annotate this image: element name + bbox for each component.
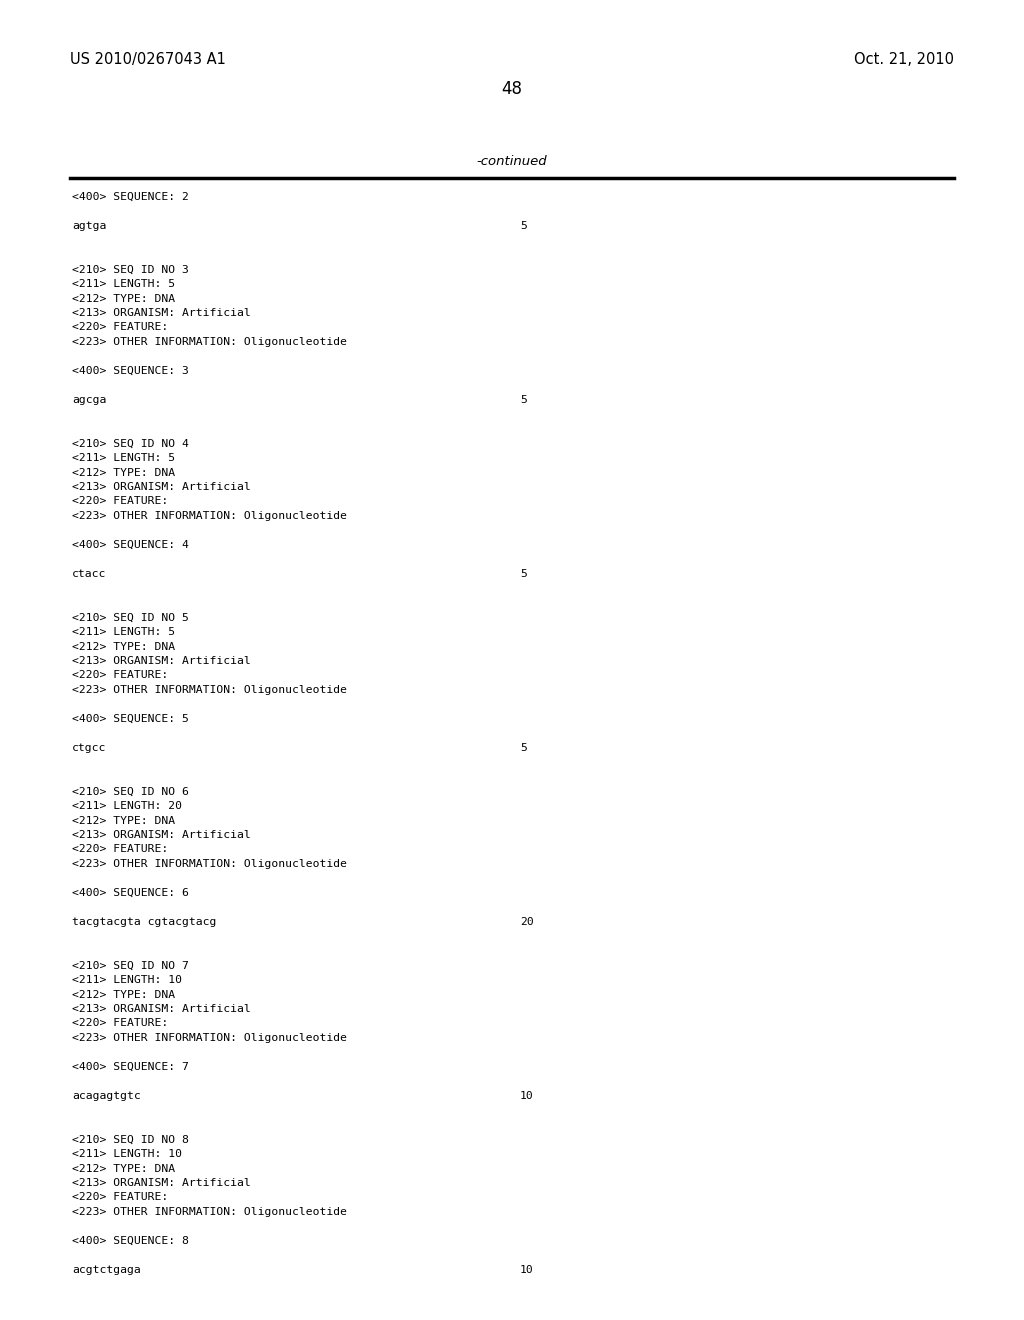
Text: <213> ORGANISM: Artificial: <213> ORGANISM: Artificial bbox=[72, 1005, 251, 1014]
Text: <211> LENGTH: 5: <211> LENGTH: 5 bbox=[72, 279, 175, 289]
Text: <223> OTHER INFORMATION: Oligonucleotide: <223> OTHER INFORMATION: Oligonucleotide bbox=[72, 859, 347, 869]
Text: <400> SEQUENCE: 4: <400> SEQUENCE: 4 bbox=[72, 540, 188, 550]
Text: <400> SEQUENCE: 3: <400> SEQUENCE: 3 bbox=[72, 366, 188, 376]
Text: Oct. 21, 2010: Oct. 21, 2010 bbox=[854, 51, 954, 67]
Text: <400> SEQUENCE: 6: <400> SEQUENCE: 6 bbox=[72, 888, 188, 898]
Text: <220> FEATURE:: <220> FEATURE: bbox=[72, 322, 168, 333]
Text: <210> SEQ ID NO 4: <210> SEQ ID NO 4 bbox=[72, 438, 188, 449]
Text: <211> LENGTH: 5: <211> LENGTH: 5 bbox=[72, 627, 175, 638]
Text: tacgtacgta cgtacgtacg: tacgtacgta cgtacgtacg bbox=[72, 917, 216, 927]
Text: <210> SEQ ID NO 6: <210> SEQ ID NO 6 bbox=[72, 787, 188, 796]
Text: <210> SEQ ID NO 5: <210> SEQ ID NO 5 bbox=[72, 612, 188, 623]
Text: <213> ORGANISM: Artificial: <213> ORGANISM: Artificial bbox=[72, 1177, 251, 1188]
Text: <223> OTHER INFORMATION: Oligonucleotide: <223> OTHER INFORMATION: Oligonucleotide bbox=[72, 685, 347, 696]
Text: <400> SEQUENCE: 7: <400> SEQUENCE: 7 bbox=[72, 1063, 188, 1072]
Text: acgtctgaga: acgtctgaga bbox=[72, 1265, 140, 1275]
Text: <211> LENGTH: 10: <211> LENGTH: 10 bbox=[72, 1148, 182, 1159]
Text: 10: 10 bbox=[520, 1092, 534, 1101]
Text: <210> SEQ ID NO 3: <210> SEQ ID NO 3 bbox=[72, 264, 188, 275]
Text: <400> SEQUENCE: 8: <400> SEQUENCE: 8 bbox=[72, 1236, 188, 1246]
Text: <400> SEQUENCE: 5: <400> SEQUENCE: 5 bbox=[72, 714, 188, 723]
Text: <220> FEATURE:: <220> FEATURE: bbox=[72, 671, 168, 681]
Text: <212> TYPE: DNA: <212> TYPE: DNA bbox=[72, 467, 175, 478]
Text: 20: 20 bbox=[520, 917, 534, 927]
Text: <212> TYPE: DNA: <212> TYPE: DNA bbox=[72, 293, 175, 304]
Text: agcga: agcga bbox=[72, 395, 106, 405]
Text: <223> OTHER INFORMATION: Oligonucleotide: <223> OTHER INFORMATION: Oligonucleotide bbox=[72, 337, 347, 347]
Text: <212> TYPE: DNA: <212> TYPE: DNA bbox=[72, 642, 175, 652]
Text: <211> LENGTH: 10: <211> LENGTH: 10 bbox=[72, 975, 182, 985]
Text: 5: 5 bbox=[520, 395, 527, 405]
Text: <213> ORGANISM: Artificial: <213> ORGANISM: Artificial bbox=[72, 308, 251, 318]
Text: <223> OTHER INFORMATION: Oligonucleotide: <223> OTHER INFORMATION: Oligonucleotide bbox=[72, 1206, 347, 1217]
Text: <210> SEQ ID NO 8: <210> SEQ ID NO 8 bbox=[72, 1134, 188, 1144]
Text: <213> ORGANISM: Artificial: <213> ORGANISM: Artificial bbox=[72, 656, 251, 667]
Text: ctgcc: ctgcc bbox=[72, 743, 106, 752]
Text: <213> ORGANISM: Artificial: <213> ORGANISM: Artificial bbox=[72, 830, 251, 840]
Text: -continued: -continued bbox=[477, 154, 547, 168]
Text: <220> FEATURE:: <220> FEATURE: bbox=[72, 1019, 168, 1028]
Text: <400> SEQUENCE: 2: <400> SEQUENCE: 2 bbox=[72, 191, 188, 202]
Text: US 2010/0267043 A1: US 2010/0267043 A1 bbox=[70, 51, 226, 67]
Text: 10: 10 bbox=[520, 1265, 534, 1275]
Text: <220> FEATURE:: <220> FEATURE: bbox=[72, 845, 168, 854]
Text: agtga: agtga bbox=[72, 220, 106, 231]
Text: <210> SEQ ID NO 7: <210> SEQ ID NO 7 bbox=[72, 961, 188, 970]
Text: <223> OTHER INFORMATION: Oligonucleotide: <223> OTHER INFORMATION: Oligonucleotide bbox=[72, 511, 347, 521]
Text: <212> TYPE: DNA: <212> TYPE: DNA bbox=[72, 816, 175, 825]
Text: <223> OTHER INFORMATION: Oligonucleotide: <223> OTHER INFORMATION: Oligonucleotide bbox=[72, 1034, 347, 1043]
Text: <220> FEATURE:: <220> FEATURE: bbox=[72, 1192, 168, 1203]
Text: acagagtgtc: acagagtgtc bbox=[72, 1092, 140, 1101]
Text: <212> TYPE: DNA: <212> TYPE: DNA bbox=[72, 990, 175, 999]
Text: 5: 5 bbox=[520, 569, 527, 579]
Text: 5: 5 bbox=[520, 220, 527, 231]
Text: ctacc: ctacc bbox=[72, 569, 106, 579]
Text: <213> ORGANISM: Artificial: <213> ORGANISM: Artificial bbox=[72, 482, 251, 492]
Text: <220> FEATURE:: <220> FEATURE: bbox=[72, 496, 168, 507]
Text: <211> LENGTH: 20: <211> LENGTH: 20 bbox=[72, 801, 182, 810]
Text: 5: 5 bbox=[520, 743, 527, 752]
Text: 48: 48 bbox=[502, 81, 522, 98]
Text: <212> TYPE: DNA: <212> TYPE: DNA bbox=[72, 1163, 175, 1173]
Text: <211> LENGTH: 5: <211> LENGTH: 5 bbox=[72, 453, 175, 463]
